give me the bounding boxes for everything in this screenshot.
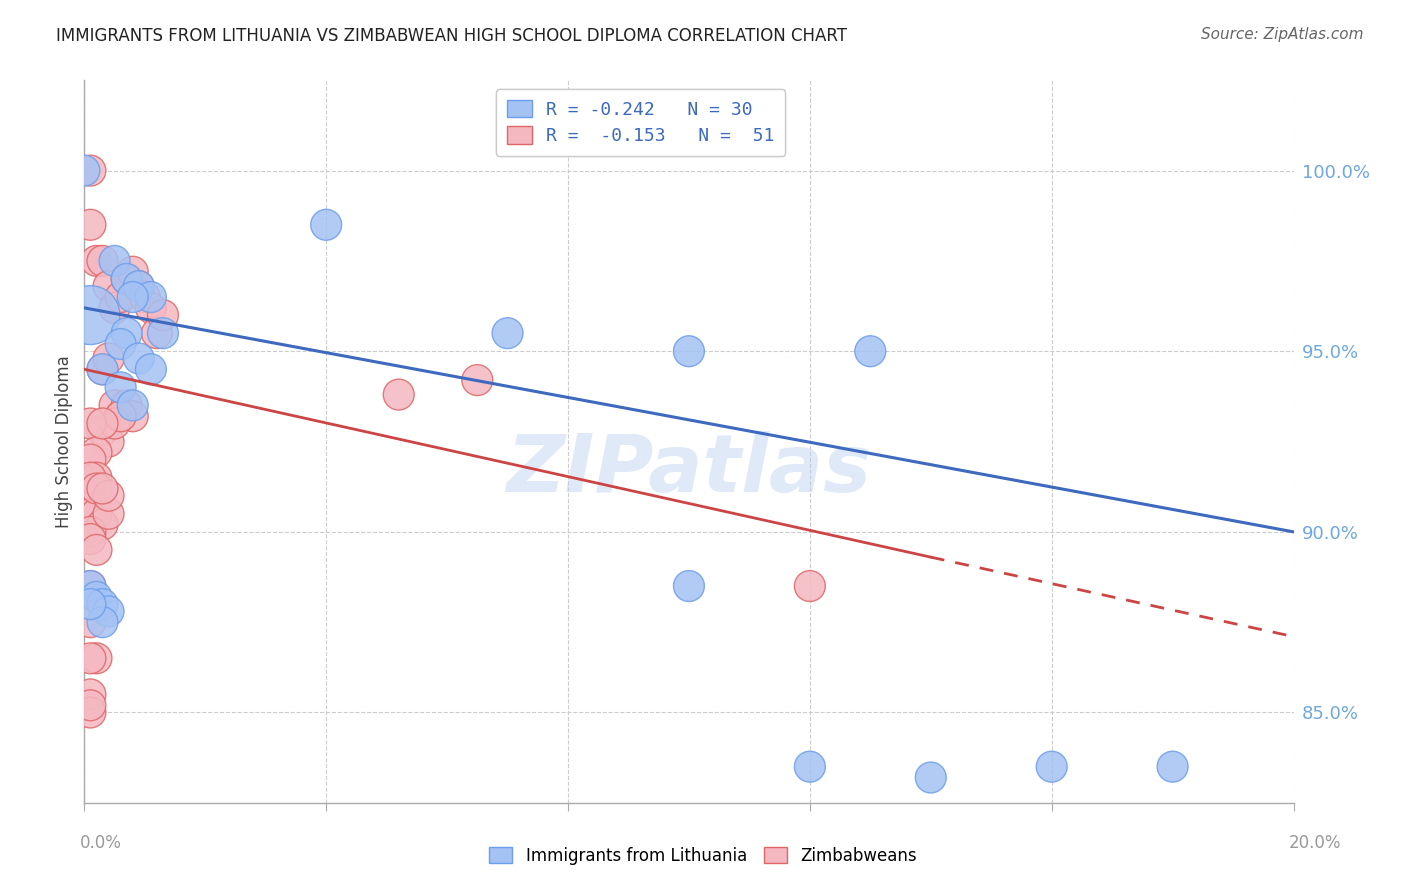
Point (97, 604, 120, 618)
Point (91, 482, 114, 496)
Point (79, 417, 101, 431)
Point (799, 579, 821, 593)
Point (496, 326, 519, 341)
Point (859, 344, 882, 359)
Point (920, 771, 942, 785)
Point (97, 351, 120, 366)
Point (104, 301, 127, 315)
Point (152, 326, 174, 341)
Point (139, 301, 162, 315)
Point (121, 409, 143, 424)
Point (73, 163, 96, 178)
Text: IMMIGRANTS FROM LITHUANIA VS ZIMBABWEAN HIGH SCHOOL DIPLOMA CORRELATION CHART: IMMIGRANTS FROM LITHUANIA VS ZIMBABWEAN … (56, 27, 848, 45)
Point (86, 507, 108, 521)
Point (110, 337, 132, 351)
Point (115, 272, 138, 286)
Point (79, 651, 101, 665)
Legend: R = -0.242   N = 30, R =  -0.153   N =  51: R = -0.242 N = 30, R = -0.153 N = 51 (496, 89, 786, 156)
Point (91, 417, 114, 431)
Point (121, 399, 143, 413)
Point (79, 579, 101, 593)
Point (79, 706, 101, 720)
Point (799, 760, 821, 774)
Point (86, 590, 108, 604)
Point (86, 254, 108, 268)
Point (128, 351, 150, 366)
Point (388, 387, 411, 401)
Text: 20.0%: 20.0% (1288, 834, 1341, 852)
Point (1040, 760, 1063, 774)
Point (115, 326, 138, 341)
Point (315, 218, 337, 232)
Point (97, 489, 120, 503)
Point (110, 409, 132, 424)
Point (79, 579, 101, 593)
Point (128, 279, 150, 293)
Point (79, 452, 101, 467)
Point (121, 265, 143, 279)
Point (121, 290, 143, 304)
Point (91, 362, 114, 376)
Point (128, 279, 150, 293)
Point (97, 507, 120, 521)
Point (79, 507, 101, 521)
Point (86, 471, 108, 485)
Point (79, 163, 101, 178)
Text: ZIPatlas: ZIPatlas (506, 432, 872, 509)
Point (79, 698, 101, 713)
Point (79, 308, 101, 322)
Point (678, 344, 700, 359)
Point (139, 362, 162, 376)
Point (91, 362, 114, 376)
Point (86, 482, 108, 496)
Text: 0.0%: 0.0% (80, 834, 122, 852)
Point (86, 445, 108, 459)
Point (97, 434, 120, 449)
Point (91, 424, 114, 438)
Point (79, 489, 101, 503)
Point (86, 651, 108, 665)
Y-axis label: High School Diploma: High School Diploma (55, 355, 73, 528)
Point (104, 399, 127, 413)
Point (79, 471, 101, 485)
Point (1161, 760, 1184, 774)
Point (97, 279, 120, 293)
Point (91, 615, 114, 630)
Point (110, 380, 132, 394)
Point (110, 290, 132, 304)
Text: Source: ZipAtlas.com: Source: ZipAtlas.com (1201, 27, 1364, 42)
Point (134, 290, 156, 304)
Point (91, 517, 114, 532)
Point (146, 326, 169, 341)
Point (678, 579, 700, 593)
Point (86, 543, 108, 558)
Point (79, 532, 101, 546)
Point (139, 290, 162, 304)
Point (79, 597, 101, 611)
Point (91, 254, 114, 268)
Point (115, 399, 138, 413)
Point (79, 687, 101, 701)
Point (152, 308, 174, 322)
Point (91, 597, 114, 611)
Point (115, 272, 138, 286)
Point (104, 254, 127, 268)
Legend: Immigrants from Lithuania, Zimbabweans: Immigrants from Lithuania, Zimbabweans (479, 837, 927, 875)
Point (79, 218, 101, 232)
Point (104, 417, 127, 431)
Point (79, 615, 101, 630)
Point (79, 524, 101, 539)
Point (467, 373, 489, 387)
Point (110, 409, 132, 424)
